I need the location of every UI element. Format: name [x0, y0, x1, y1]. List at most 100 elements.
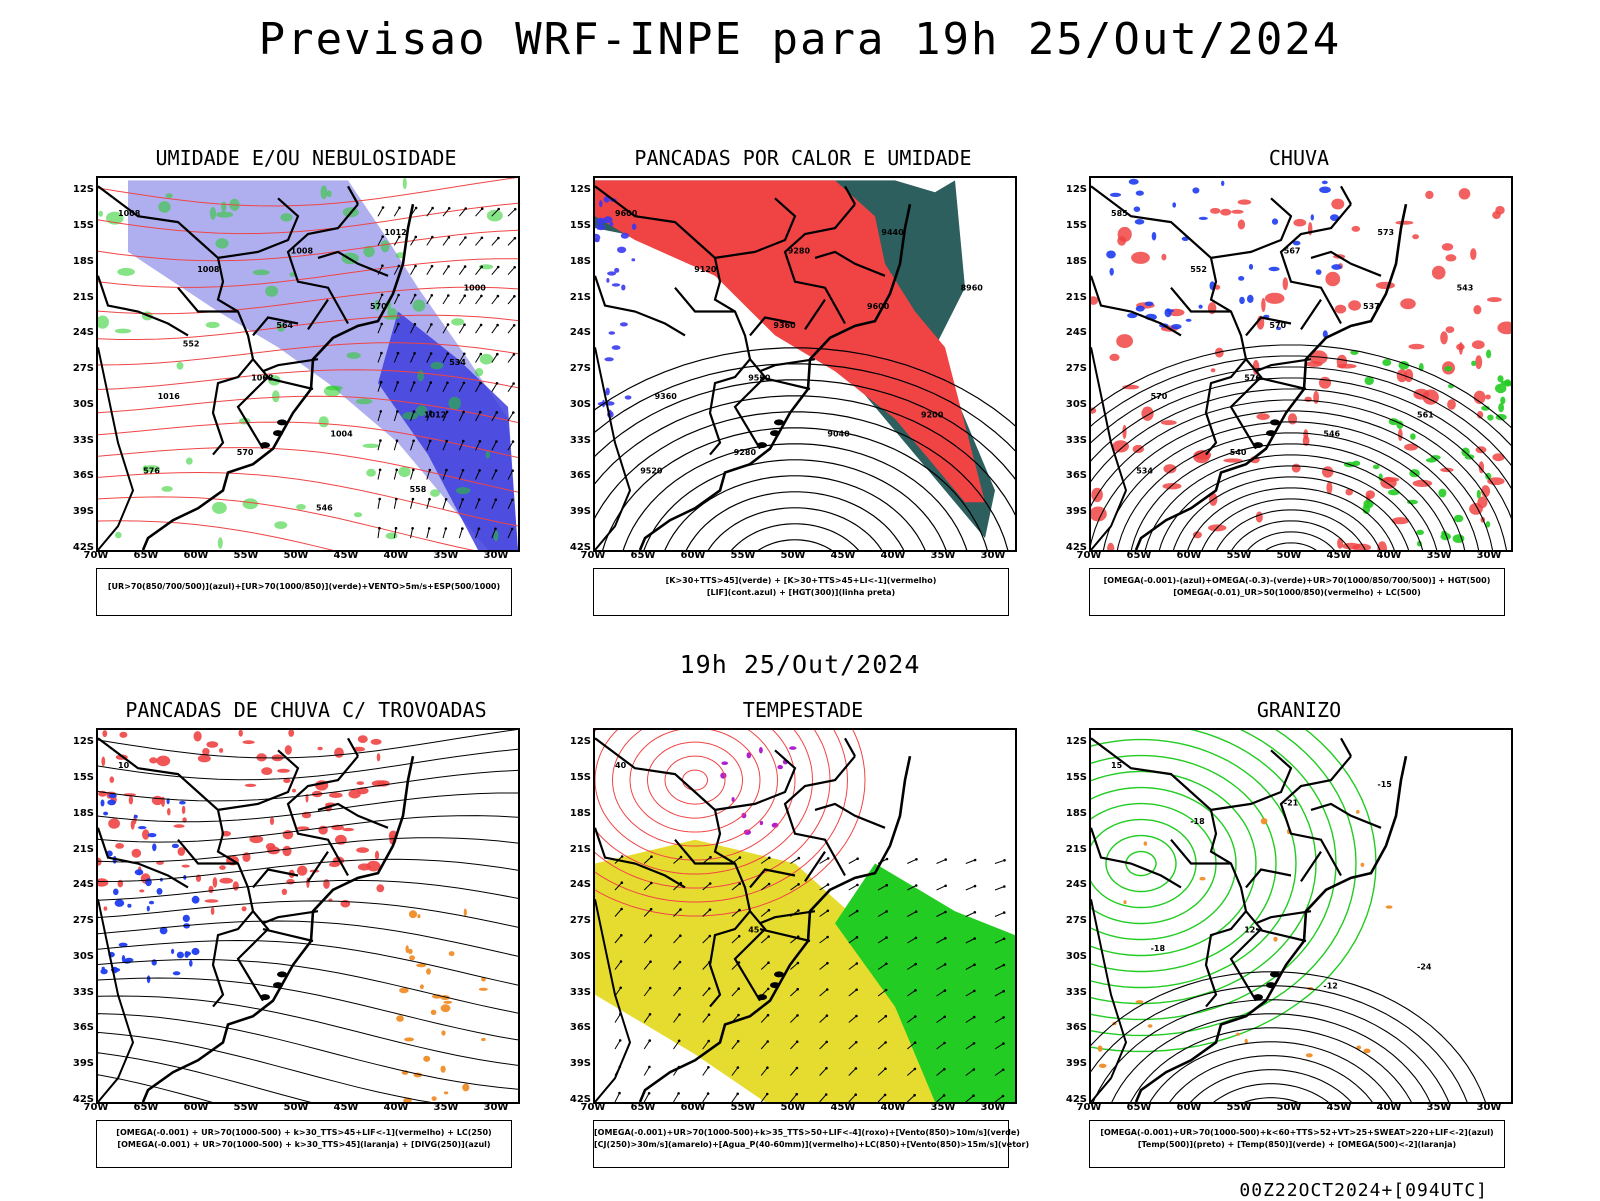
border-line: [1091, 827, 1182, 889]
humidity-low-levels: [323, 385, 341, 397]
hgt500-contour: [1091, 410, 1494, 550]
rain-humid-area: [1380, 476, 1397, 489]
wind-vector: [442, 528, 447, 539]
west-coast: [98, 899, 135, 1102]
wind-850-vector-head: [618, 1039, 622, 1042]
contour-label: 9360: [773, 321, 796, 330]
hgt300-contour: [643, 459, 947, 550]
wind-850-vector: [907, 885, 917, 891]
wind-vector: [393, 440, 398, 451]
wind-850-vector-head: [648, 1013, 652, 1016]
omega-weak: [1268, 266, 1280, 272]
thunderstorm-area: [149, 757, 158, 764]
wind-850-vector-head: [765, 1092, 769, 1096]
lat-tick-label: 39S: [72, 506, 94, 518]
legend-line: [CJ(250)>30m/s](amarelo)+[Agua_P(40-60mm…: [594, 1140, 1030, 1149]
wind-850-vector-head: [768, 856, 771, 860]
wind-850-vector-head: [1002, 989, 1005, 993]
wind-850-vector-head: [736, 1066, 740, 1069]
wind-850-vector-head: [649, 907, 653, 911]
wind-850-vector-head: [707, 1066, 710, 1069]
rain-humid-area: [1223, 458, 1243, 463]
lat-tick-label: 21S: [569, 291, 591, 303]
wind-850-vector-head: [649, 934, 653, 937]
contour-label: 1008: [118, 209, 141, 218]
lon-tick-label: 50W: [283, 550, 309, 561]
humidity-low-levels: [353, 512, 363, 518]
panel-legend: [K>30+TTS>45](verde) + [K>30+TTS>45+LI<-…: [593, 568, 1009, 616]
wind-vector-head: [396, 410, 399, 413]
omega-500: [1356, 1045, 1362, 1050]
lifted-index-contour: [614, 267, 620, 273]
wind-850-vector: [994, 1095, 1004, 1102]
omega-500: [1356, 810, 1360, 814]
omega-strong: [1363, 499, 1374, 509]
wind-850-vector-head: [972, 1068, 976, 1071]
lifted-index-contour: [611, 345, 621, 350]
omega-500: [1363, 1048, 1371, 1054]
omega-weak: [1109, 267, 1114, 276]
border-line: [347, 185, 359, 205]
wind-vector: [442, 324, 449, 334]
lifted-index-contour: [631, 223, 637, 230]
wind-vector: [377, 352, 382, 363]
wind-850-vector: [819, 1041, 828, 1050]
contour-label: 12: [1244, 926, 1255, 935]
wind-850-vector-head: [856, 857, 859, 860]
lagoon-mark: [260, 442, 270, 449]
wind-850-vector: [936, 937, 946, 944]
thunderstorm-area: [167, 808, 171, 816]
wind-vector-head: [381, 235, 385, 238]
thunderstorm-area: [131, 848, 142, 858]
wind-850-vector: [790, 857, 800, 864]
omega-weak: [1276, 326, 1282, 331]
omega-strong: [1416, 529, 1424, 535]
wind-850-vector: [819, 962, 828, 970]
lat-tick-label: 36S: [569, 1022, 591, 1034]
lat-tick-label: 30S: [569, 398, 591, 410]
thunderstorm-area: [374, 850, 380, 860]
wind-850-vector-head: [795, 1092, 798, 1096]
streamline-250: [98, 977, 518, 1041]
wind-vector-head: [379, 439, 382, 442]
convection-area: [440, 1065, 446, 1073]
wind-vector-head: [398, 235, 401, 239]
wind-vector-head: [497, 236, 500, 240]
wind-850-vector: [936, 1068, 945, 1076]
humidity-low-levels: [216, 211, 234, 218]
omega-weak: [1133, 206, 1141, 212]
thickness-contour: [98, 520, 334, 550]
wind-vector-head: [496, 294, 500, 298]
border-line: [759, 358, 816, 373]
storm-cells: [777, 765, 783, 770]
rain-humid-area: [1485, 394, 1491, 400]
wind-850-vector: [819, 1015, 828, 1023]
wind-850-vector-head: [650, 855, 653, 858]
thunderstorm-area: [139, 889, 145, 893]
wind-vector: [442, 353, 449, 363]
wind-850-vector-head: [708, 882, 712, 885]
lat-tick-label: 42S: [569, 542, 591, 553]
contour-label: 9280: [788, 246, 811, 255]
border-line: [262, 928, 314, 943]
omega-strong: [1406, 499, 1418, 505]
rain-humid-area: [1471, 340, 1485, 350]
wind-850-vector: [643, 961, 651, 970]
border-line: [1310, 802, 1382, 829]
omega-500: [1260, 818, 1268, 825]
wind-850-vector-head: [855, 988, 858, 991]
wind-vector-head: [428, 497, 431, 501]
lat-tick-label: 39S: [569, 506, 591, 518]
wind-850-vector-head: [1003, 885, 1006, 888]
divergence-250: [182, 914, 190, 923]
wind-vector-head: [378, 497, 382, 501]
wind-850-vector-head: [709, 855, 712, 859]
wind-850-vector: [731, 883, 741, 891]
wind-850-vector: [673, 935, 681, 944]
omega-strong: [1440, 532, 1451, 541]
wind-vector-head: [510, 527, 514, 531]
wind-vector: [377, 469, 381, 480]
contour-label: 570: [1269, 321, 1286, 330]
lon-tick-label: 50W: [283, 1102, 309, 1113]
wind-vector: [475, 528, 480, 539]
